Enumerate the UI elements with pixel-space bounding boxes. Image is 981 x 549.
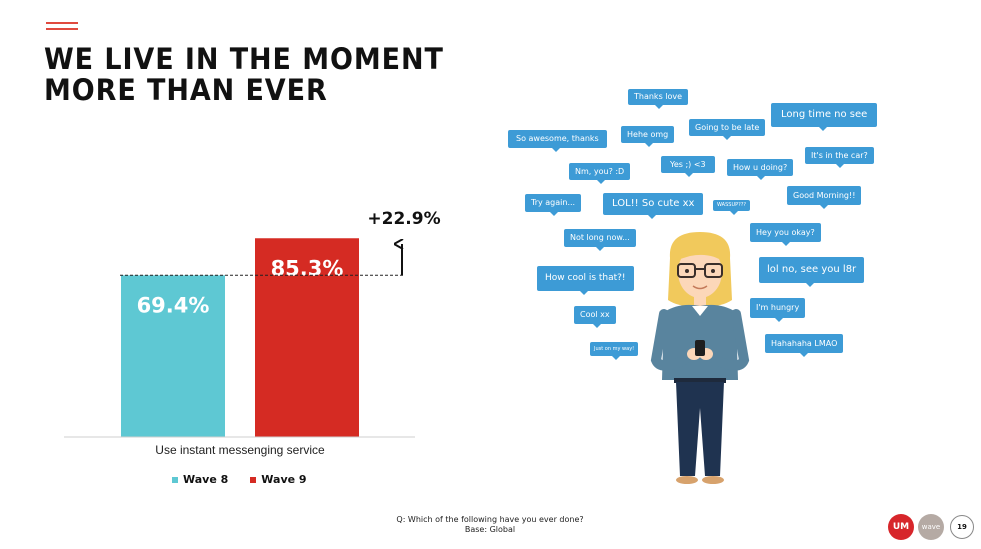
decorative-lines	[46, 22, 78, 34]
um-logo: UM	[888, 514, 914, 540]
chat-bubble: WASSUP???	[713, 200, 751, 215]
woman-with-phone-illustration	[650, 232, 750, 484]
chat-bubble: lol no, see you l8r	[759, 257, 865, 287]
chat-bubble: Yes ;) <3	[661, 156, 715, 177]
chat-bubble: Hahahaha LMAO	[765, 334, 844, 357]
chat-bubble: How u doing?	[727, 159, 794, 180]
chat-bubble: I'm hungry	[750, 298, 806, 322]
chat-bubble: How cool is that?!	[537, 266, 634, 295]
legend-swatch	[172, 476, 178, 483]
title-line-2: MORE THAN EVER	[44, 73, 328, 107]
legend-swatch	[250, 476, 257, 483]
chat-bubble: It's in the car?	[805, 147, 874, 168]
bar-value-label: 69.4%	[137, 293, 210, 317]
chat-bubble: Hey you okay?	[750, 223, 821, 246]
page-number: 19	[950, 515, 974, 539]
category-label: Use instant messenging service	[155, 443, 325, 457]
brand-area: UM wave 19	[888, 514, 974, 540]
chat-bubble: Going to be late	[689, 119, 766, 140]
title-line-1: WE LIVE IN THE MOMENT	[44, 42, 444, 76]
bar-wave-8	[121, 275, 225, 437]
chat-bubble: Cool xx	[574, 306, 616, 328]
legend-label: Wave 9	[261, 473, 307, 486]
chat-bubble: Thanks love	[628, 89, 689, 109]
chat-bubble: Hehe omg	[621, 126, 675, 147]
phone-icon	[695, 340, 705, 356]
change-annotation: +22.9%	[367, 209, 440, 229]
chat-bubble: Good Morning!!	[787, 186, 862, 209]
messaging-illustration: Thanks love Long time no see Hehe omg Go…	[500, 85, 880, 490]
footnote: Q: Which of the following have you ever …	[330, 515, 650, 535]
survey-base: Base: Global	[464, 525, 516, 534]
survey-question: Q: Which of the following have you ever …	[396, 515, 584, 524]
chat-bubble: Try again...	[525, 194, 582, 216]
chat-bubble: Nm, you? :D	[569, 163, 631, 184]
chat-bubble: LOL!! So cute xx	[603, 193, 704, 219]
bar-value-label: 85.3%	[271, 256, 344, 280]
chart-legend: Wave 8 Wave 9	[172, 473, 307, 486]
legend-item-wave-9: Wave 9	[250, 473, 307, 486]
chat-bubble: Just on my way!	[590, 342, 639, 360]
bar-wave-9	[255, 238, 359, 437]
wave-logo: wave	[918, 514, 944, 540]
chat-bubble: So awesome, thanks	[508, 130, 607, 152]
chat-bubble: Long time no see	[771, 103, 878, 131]
page-title: WE LIVE IN THE MOMENT MORE THAN EVER	[44, 44, 444, 106]
legend-label: Wave 8	[183, 473, 229, 486]
chat-bubble: Not long now...	[564, 229, 636, 251]
legend-item-wave-8: Wave 8	[172, 473, 228, 486]
